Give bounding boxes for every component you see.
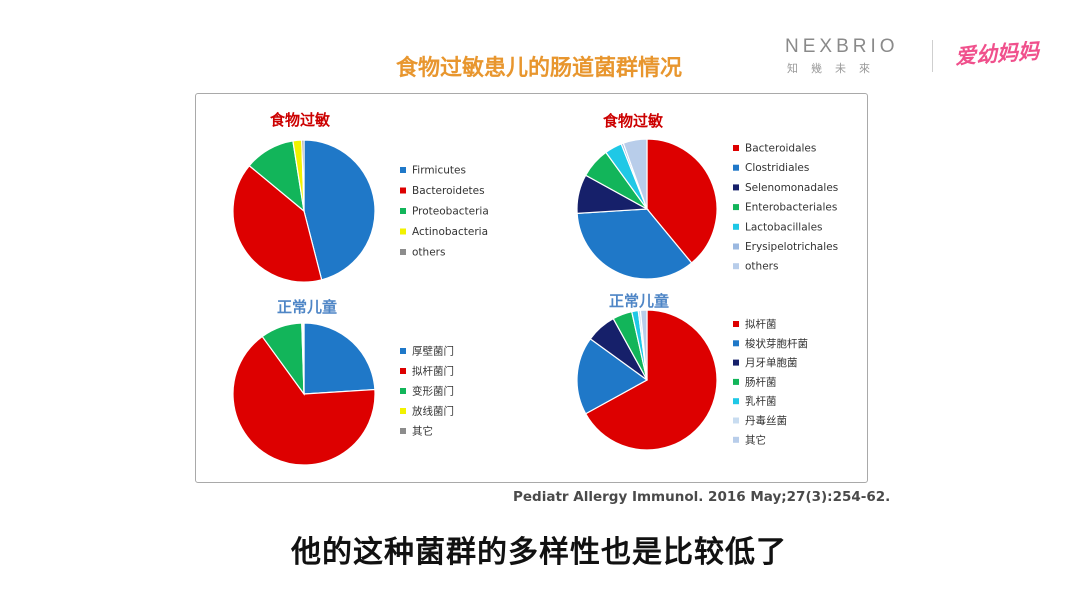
pie-slice [646,138,718,264]
pie-slice [301,139,305,212]
legend-swatch [733,243,739,250]
pie-slice [639,309,648,381]
legend-label: Erysipelotrichales [745,241,838,253]
pie-slice [232,335,376,466]
legend-swatch [400,167,406,173]
legend-label: Bacteroidales [745,143,816,155]
legend-swatch [400,408,406,414]
legend-swatch [733,436,739,443]
chart-title: 食物过敏 [603,112,664,130]
legend-label: Selenomonadales [745,182,838,194]
pie-slice [622,138,648,210]
legend-swatch [400,368,406,374]
legend-label: Enterobacteriales [745,202,837,214]
legend-swatch [400,249,406,255]
legend-swatch [733,340,739,347]
legend-label: Proteobacteria [412,206,489,218]
legend-swatch [400,428,406,434]
brand-tagline: 知幾未來 [787,62,883,75]
chart-title: 正常儿童 [609,292,669,310]
legend-label: 厚壁菌门 [412,345,454,358]
legend-label: 变形菌门 [412,385,454,398]
chart-title: 正常儿童 [277,298,337,316]
pie-slice [302,322,305,395]
legend-swatch [400,388,406,394]
legend-label: 放线菌门 [412,405,454,418]
legend-label: Actinobacteria [412,226,488,238]
pie-slice [584,309,718,451]
legend-label: 拟杆菌 [745,318,777,331]
legend-label: others [745,261,778,273]
legend-swatch [733,378,739,385]
legend-swatch [733,223,739,230]
pie-slice [303,139,376,281]
pie-slice [303,322,376,395]
legend-swatch [733,145,739,151]
brand-divider [932,40,933,72]
legend-swatch [733,417,739,424]
legend-swatch [733,204,739,211]
legend-label: 拟杆菌门 [412,365,454,378]
legend-label: 其它 [412,425,433,438]
legend-swatch [733,184,739,191]
legend-swatch [400,228,406,235]
legend-swatch [733,321,739,327]
legend-swatch [733,263,739,270]
legend-swatch [400,348,406,354]
video-subtitle: 他的这种菌群的多样性也是比较低了 [291,535,787,570]
legend-swatch [733,164,739,171]
legend-label: 乳杆菌 [745,395,777,408]
pie-slice [576,338,649,415]
legend-label: others [412,247,445,259]
legend-label: 梭状芽胞杆菌 [745,337,808,350]
legend-label: Lactobacillales [745,221,823,233]
legend-label: Firmicutes [412,165,466,177]
page-title: 食物过敏患儿的肠道菌群情况 [395,56,682,81]
legend-swatch [400,208,406,214]
legend-label: Bacteroidetes [412,185,485,197]
pie-slice [232,164,323,283]
legend-swatch [733,359,739,366]
citation: Pediatr Allergy Immunol. 2016 May;27(3):… [513,489,891,505]
pie-slice [576,208,693,280]
brand-logo: NEXBRIO [785,36,899,57]
legend-label: 月牙单胞菌 [745,357,798,369]
legend-label: Clostridiales [745,162,809,174]
legend-label: 丹毒丝菌 [745,414,787,427]
legend-swatch [400,187,406,194]
legend-label: 肠杆菌 [745,375,777,388]
chart-title: 食物过敏 [270,111,331,129]
legend-swatch [733,398,739,405]
legend-label: 其它 [745,433,766,446]
